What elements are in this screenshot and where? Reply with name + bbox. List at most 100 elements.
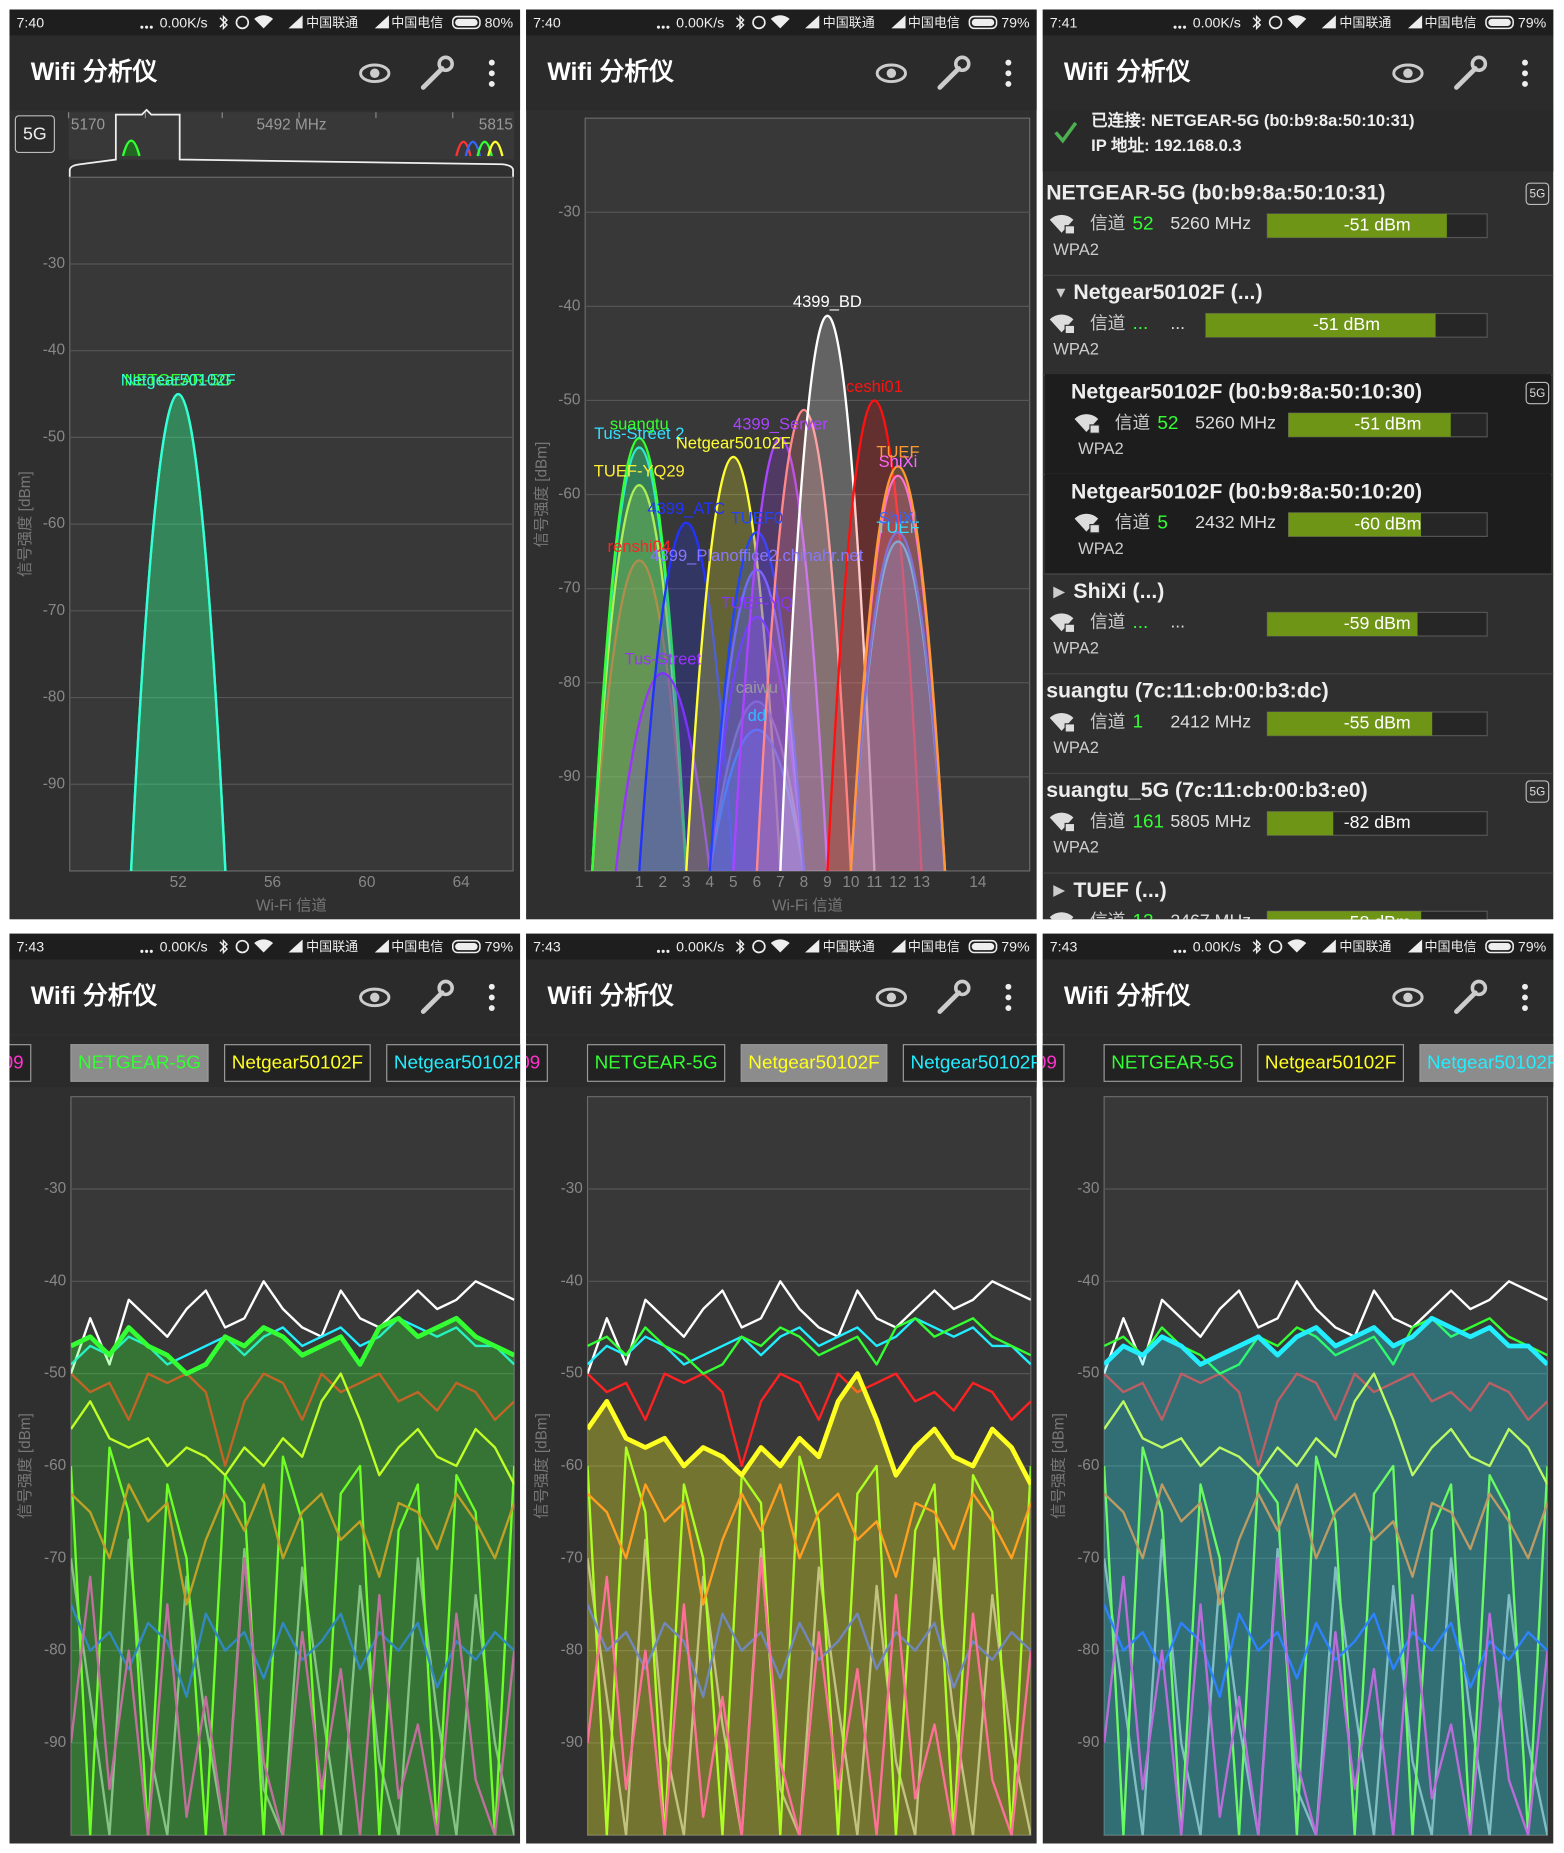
network-label: 4399_ATC [647,499,725,518]
eye-icon[interactable] [1392,987,1424,1008]
menu-dot[interactable] [1522,59,1528,66]
x-tick-label: 12 [889,874,906,891]
lines [70,1280,515,1836]
network-title: NETGEAR-5G (b0:b9:8a:50:10:31) [1046,180,1385,204]
signal-line [1104,1315,1548,1367]
tab-label: Netgear50102F [748,1053,879,1074]
wrench-head [954,55,971,73]
menu-dot[interactable] [1522,70,1528,77]
wrench-icon[interactable] [420,990,445,1014]
menu-dot[interactable] [1005,70,1012,77]
tab-background [386,1044,521,1082]
menu-dot[interactable] [488,994,495,1001]
channel: 5 [1157,512,1168,533]
network-row[interactable]: Netgear50102F (b0:b9:8a:50:10:30) 5G 信道 52 5… [1042,374,1554,476]
eye-icon[interactable] [1392,63,1424,84]
network-tab[interactable]: NETGEAR-5G [586,1044,726,1082]
channel-caption: 信道 [1115,512,1151,532]
frequency: 2467 MHz [1170,911,1251,931]
network-label: Tus-Street [624,650,701,669]
status-dot [661,949,665,953]
network-tab[interactable]: Netgear50102F [386,1044,533,1082]
network-row[interactable]: ▶ ShiXi (...) 信道...... -59 dBm WPA2 [1042,579,1554,675]
menu-dot[interactable] [1005,80,1012,87]
mini-curve [487,140,504,157]
battery-icon [451,939,481,954]
signal-line [1104,1372,1548,1485]
menu-dot[interactable] [1005,983,1012,990]
menu-dot[interactable] [488,983,495,990]
bluetooth-icon [735,14,745,31]
network-tab[interactable]: Netgear50102F [1419,1044,1564,1082]
signal-line [1104,1538,1548,1836]
menu-dot[interactable] [1005,59,1012,66]
signal-curve [638,521,735,871]
network-label: 4399_Server [733,414,828,433]
network-row[interactable]: Netgear50102F (b0:b9:8a:50:10:20) 信道 5 2432… [1042,473,1554,575]
frequency: 2412 MHz [1170,711,1251,731]
network-row[interactable]: suangtu_5G (7c:11:cb:00:b3:e0) 5G 信道 161 580… [1042,778,1554,874]
menu-dot[interactable] [1522,1005,1528,1011]
network-tab[interactable]: Netgear50102F [224,1044,371,1082]
status-dot [1173,25,1177,29]
band-badge-text[interactable]: 5G [23,123,47,143]
channel-caption: 信道 [1090,911,1126,931]
eye-icon[interactable] [875,987,908,1008]
y-tick-label: -30 [43,255,65,272]
network-tab[interactable]: NETGEAR-5G [1103,1044,1242,1082]
status-speed: 0.00K/s [676,940,724,956]
network-tab[interactable]: Netgear50102F [1257,1044,1405,1082]
phone-screen: 7:40 0.00K/s 中国联通 中国电信 79% Wifi 分析仪 -30 -40 -50 -… [526,9,1037,920]
network-tab[interactable]: Netgear50102F [740,1044,888,1082]
menu-dot[interactable] [1005,994,1012,1001]
lock [1065,923,1074,931]
signal-line [1104,1483,1548,1606]
network-label: dd [748,706,766,725]
tab-label: 09 [1036,1053,1057,1074]
wrench-icon[interactable] [420,66,445,90]
eye-icon[interactable] [359,63,391,84]
bluetooth-icon [1252,14,1262,31]
status-dot [149,949,153,953]
menu-dot[interactable] [488,80,495,87]
app-title: Wifi 分析仪 [547,58,674,86]
signal-label: -51 dBm [1354,414,1421,434]
menu-dot[interactable] [488,1005,495,1011]
network-tab[interactable]: 09 [1029,1044,1065,1082]
wrench-icon[interactable] [1454,990,1478,1014]
menu-dot[interactable] [488,70,495,77]
network-tab[interactable]: NETGEAR-5G [70,1044,209,1082]
signal-label: -58 dBm [1344,912,1411,932]
menu-dot[interactable] [1522,994,1528,1001]
status-speed: 0.00K/s [160,940,208,956]
wrench-head [1470,979,1488,997]
wrench-icon[interactable] [1454,66,1478,90]
wifi-lock-icon [1074,414,1099,433]
network-tab[interactable]: Netgear50102F [902,1044,1049,1082]
network-row[interactable]: NETGEAR-5G (b0:b9:8a:50:10:31) 5G 信道 52 5260… [1042,180,1554,276]
network-tab[interactable]: 09 [0,1044,32,1082]
bluetooth-icon [735,938,745,955]
signal-line [1104,1557,1548,1836]
menu-dot[interactable] [1522,983,1528,990]
menu-dot[interactable] [488,59,495,66]
eye-icon[interactable] [875,63,908,84]
menu-dot[interactable] [1522,80,1528,87]
wrench-icon[interactable] [937,990,962,1014]
security: WPA2 [1053,240,1099,259]
band-badge [14,115,55,154]
phone-screen: 7:43 0.00K/s 中国联通 中国电信 79% Wifi 分析仪 09 NETGEAR-… [1029,933,1564,1844]
menu-dot[interactable] [1005,1005,1012,1011]
app-title: Wifi 分析仪 [1064,982,1191,1010]
y-tick-label: -60 [558,486,580,503]
network-tab[interactable]: 09 [512,1044,548,1082]
security: WPA2 [1053,838,1099,857]
wrench-icon[interactable] [937,66,962,90]
signal-icon [805,939,820,953]
signal-line [70,1446,515,1836]
mini-curve [476,140,493,157]
eye-icon[interactable] [359,987,391,1008]
network-row[interactable]: suangtu (7c:11:cb:00:b3:dc) 信道 1 2412 MHz -5… [1042,679,1554,775]
wifi-lock-icon [1049,912,1074,920]
